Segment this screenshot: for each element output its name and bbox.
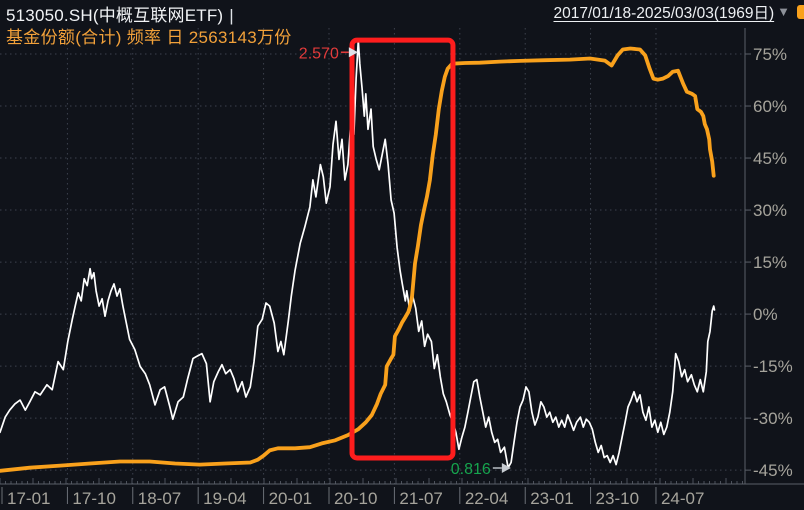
- series-legend[interactable]: 基金份额(合计) 频率 日 2563143万份: [6, 28, 292, 47]
- x-axis-label: 24-07: [661, 489, 704, 508]
- title-group: 513050.SH(中概互联网ETF) |: [6, 1, 234, 26]
- instrument-title[interactable]: 513050.SH(中概互联网ETF): [6, 6, 224, 25]
- chevron-down-icon[interactable]: ▼: [777, 4, 790, 19]
- chart-header: 513050.SH(中概互联网ETF) | 2017/01/18-2025/03/…: [6, 1, 804, 26]
- x-axis-label: 17-10: [72, 489, 115, 508]
- low-arrowhead-icon: [501, 463, 511, 474]
- x-axis-label: 19-04: [203, 489, 246, 508]
- high-arrowhead-icon: [348, 47, 358, 58]
- x-axis-label: 22-04: [465, 489, 508, 508]
- corner-badge[interactable]: [797, 5, 804, 19]
- highlight-box: [349, 37, 456, 461]
- y-axis-label: 75%: [753, 45, 787, 64]
- y-axis-label: 30%: [753, 201, 787, 220]
- y-axis-label: -30%: [753, 409, 793, 428]
- x-axis-label: 20-01: [269, 489, 312, 508]
- x-axis-label: 23-10: [596, 489, 639, 508]
- date-range-group: 2017/01/18-2025/03/03(1969日) ▼: [554, 1, 804, 23]
- x-axis-label: 21-07: [399, 489, 442, 508]
- low-value-label: 0.816: [451, 461, 491, 478]
- title-separator: |: [229, 6, 234, 25]
- high-value-label: 2.570: [299, 45, 339, 62]
- y-axis-label: -45%: [753, 461, 793, 480]
- fund-shares-line: [0, 46, 716, 473]
- x-axis-label: 17-01: [7, 489, 50, 508]
- date-range-selector[interactable]: 2017/01/18-2025/03/03(1969日): [553, 5, 775, 22]
- price-line: [0, 39, 716, 469]
- y-axis-label: 15%: [753, 253, 787, 272]
- y-axis-label: 45%: [753, 149, 787, 168]
- x-axis-label: 18-07: [138, 489, 181, 508]
- y-axis-label: -15%: [753, 357, 793, 376]
- y-axis-label: 0%: [753, 305, 778, 324]
- y-axis-label: 60%: [753, 97, 787, 116]
- x-axis-label: 23-01: [530, 489, 573, 508]
- x-axis-label: 20-10: [334, 489, 377, 508]
